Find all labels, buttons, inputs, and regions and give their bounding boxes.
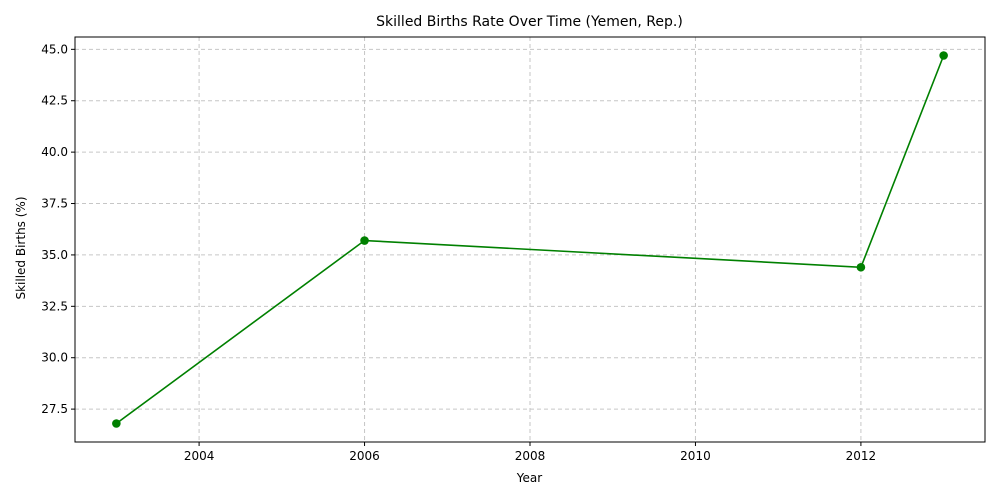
x-axis-label: Year xyxy=(516,471,542,485)
data-point xyxy=(939,51,948,60)
y-axis-label: Skilled Births (%) xyxy=(14,196,28,299)
y-tick-label: 45.0 xyxy=(41,42,68,56)
y-tick-label: 35.0 xyxy=(41,248,68,262)
series-line xyxy=(115,55,945,425)
y-tick-label: 32.5 xyxy=(41,299,68,313)
y-tick-label: 27.5 xyxy=(41,402,68,416)
x-tick-label: 2008 xyxy=(515,449,546,463)
x-tick-label: 2010 xyxy=(680,449,711,463)
data-point xyxy=(112,419,121,428)
data-point xyxy=(360,236,369,245)
x-tick-label: 2012 xyxy=(846,449,877,463)
y-tick-label: 30.0 xyxy=(41,351,68,365)
y-tick-label: 42.5 xyxy=(41,94,68,108)
y-axis: 27.5 30.0 32.5 35.0 37.5 40.0 42.5 45.0 xyxy=(41,42,75,416)
x-axis: 2004 2006 2008 2010 2012 xyxy=(184,442,876,463)
gridlines xyxy=(75,37,985,442)
chart-title: Skilled Births Rate Over Time (Yemen, Re… xyxy=(376,14,683,30)
x-tick-label: 2006 xyxy=(349,449,380,463)
x-tick-label: 2004 xyxy=(184,449,215,463)
series-layer xyxy=(112,51,948,428)
data-point xyxy=(856,262,866,272)
y-tick-label: 40.0 xyxy=(41,145,68,159)
y-tick-label: 37.5 xyxy=(41,197,68,211)
